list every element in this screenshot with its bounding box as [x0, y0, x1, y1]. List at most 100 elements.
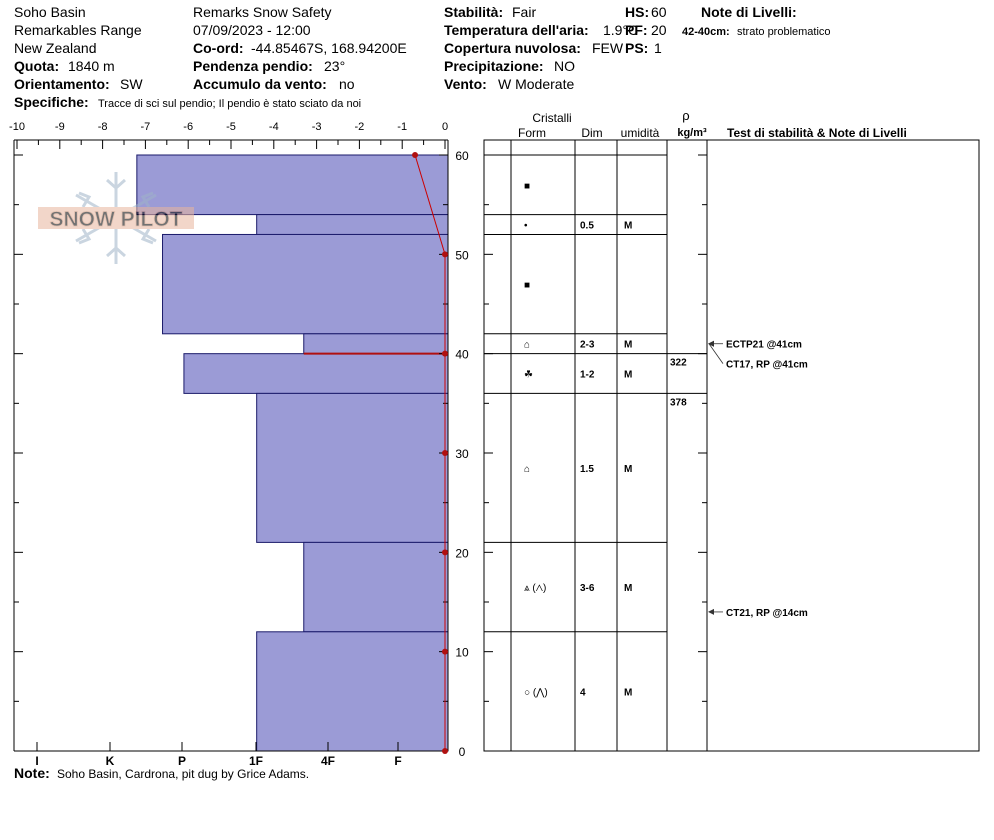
hardness-bar: [303, 333, 449, 355]
air-temp-label: Temperatura dell'aria:: [444, 22, 589, 38]
tests-header: Test di stabilità & Note di Livelli: [727, 126, 907, 140]
stability-test-label: ECTP21 @41cm: [726, 340, 802, 351]
top-axis-tick-label: 0: [442, 121, 448, 133]
top-axis-tick-label: -2: [355, 121, 365, 133]
hardness-bar: [256, 631, 449, 752]
crystal-form: ■: [524, 280, 530, 291]
top-axis-tick-label: -5: [226, 121, 236, 133]
crystal-form: ○ (⋀): [524, 687, 548, 698]
layer-note-range: 42-40cm:: [682, 26, 730, 38]
hs-value: 60: [651, 4, 667, 20]
crystals-header: Cristalli: [532, 111, 571, 125]
hs-label: HS:: [625, 4, 649, 20]
crystal-form: ⌂: [524, 340, 530, 351]
depth-tick-label: 20: [455, 546, 469, 560]
observer: Remarks Snow Safety: [193, 4, 332, 20]
crystal-form: ☘: [524, 370, 533, 381]
range: Remarkables Range: [14, 22, 142, 38]
moisture-value: M: [624, 221, 632, 232]
test-arrow-icon: [708, 340, 714, 347]
location: Soho Basin: [14, 4, 86, 20]
ps-label: PS:: [625, 40, 648, 56]
top-axis-tick-label: -8: [98, 121, 108, 133]
form-header: Form: [518, 126, 546, 140]
crystal-size: 4: [580, 687, 586, 698]
depth-tick-label: 50: [455, 248, 469, 262]
temperature-point: [442, 450, 448, 456]
depth-tick-label: 40: [455, 348, 469, 362]
hardness-tick-label: I: [35, 754, 38, 768]
stability-test-label: CT17, RP @41cm: [726, 360, 808, 371]
crystal-size: 3-6: [580, 583, 595, 594]
precip-label: Precipitazione:: [444, 58, 544, 74]
moisture-value: M: [624, 370, 632, 381]
pf-label: PF:: [625, 22, 648, 38]
depth-tick-label: 0: [459, 745, 466, 759]
top-axis-tick-label: -7: [141, 121, 151, 133]
crystal-size: 1.5: [580, 464, 594, 475]
sky-value: FEW: [592, 40, 624, 56]
test-pointer-line: [708, 343, 724, 364]
top-axis-ticks: -10 -9 -8 -7 -6 -5 -4 -3 -2 -1 0: [9, 121, 448, 149]
moisture-value: M: [624, 340, 632, 351]
rho-header: ρ: [682, 108, 689, 123]
coord-label: Co-ord:: [193, 40, 244, 56]
precip-value: NO: [554, 58, 575, 74]
sky-label: Copertura nuvolosa:: [444, 40, 581, 56]
top-axis-tick-label: -6: [183, 121, 193, 133]
hardness-bar: [256, 214, 449, 235]
top-axis-tick-label: -10: [9, 121, 25, 133]
crystal-size: 0.5: [580, 221, 594, 232]
top-axis-tick-label: -4: [269, 121, 279, 133]
crystal-form: ⩓ (⋀): [524, 583, 546, 594]
wind-loading-value: no: [339, 76, 355, 92]
snowpilot-watermark: SNOW PILOT: [38, 172, 194, 264]
header: Soho Basin Remarkables Range New Zealand…: [14, 4, 831, 110]
crystal-form: ■: [524, 181, 530, 192]
temperature-point: [442, 251, 448, 258]
air-temp-value: 1.9°C: [603, 22, 638, 38]
temperature-profile: [412, 152, 448, 754]
temperature-point: [442, 549, 448, 556]
pf-value: 20: [651, 22, 667, 38]
hardness-bar: [183, 353, 449, 394]
wind-loading-label: Accumulo da vento:: [193, 76, 327, 92]
note-value: Soho Basin, Cardrona, pit dug by Grice A…: [57, 767, 309, 781]
slope-value: 23°: [324, 58, 345, 74]
layer-notes-label: Note di Livelli:: [701, 4, 797, 20]
stability-test-label: CT21, RP @14cm: [726, 608, 808, 619]
depth-tick-label: 60: [455, 149, 469, 163]
watermark-text: SNOW PILOT: [50, 208, 183, 231]
hardness-tick-label: P: [178, 754, 186, 768]
test-arrow-icon: [708, 608, 714, 615]
depth-axis-ticks: 0 10 20 30 40 50 60: [14, 149, 707, 759]
density-labels: 322 378: [667, 353, 707, 408]
crystal-form: •: [524, 221, 528, 232]
note-label: Note:: [14, 765, 50, 781]
hardness-tick-label: F: [394, 754, 401, 768]
coord-value: -44.85467S, 168.94200E: [251, 40, 407, 56]
table-rows: ■ • 0.5 M ■ ⌂ 2-3 M ☘ 1-2 M ⌂ 1.5 M ⩓ (⋀) 3-6 M ○ (⋀) 4 M: [484, 154, 667, 698]
hardness-tick-label: 4F: [321, 754, 335, 768]
aspect-label: Orientamento:: [14, 76, 110, 92]
datetime: 07/09/2023 - 12:00: [193, 22, 311, 38]
quota-label: Quota:: [14, 58, 59, 74]
slope-label: Pendenza pendio:: [193, 58, 313, 74]
watermark-band: [38, 207, 194, 229]
moisture-value: M: [624, 464, 632, 475]
table-frame: [483, 139, 980, 752]
temperature-point: [442, 748, 448, 754]
stability-tests: ECTP21 @41cm CT17, RP @41cm CT21, RP @14cm: [708, 340, 808, 619]
density-unit-header: kg/m³: [677, 127, 707, 139]
quota-value: 1840 m: [68, 58, 115, 74]
wind-value: W Moderate: [498, 76, 574, 92]
moisture-header: umidità: [621, 126, 660, 140]
layers-table: Cristalli Form Dim umidità ρ kg/m³ Test …: [483, 108, 980, 752]
depth-tick-label: 30: [455, 447, 469, 461]
hardness-bars: [136, 154, 449, 752]
hardness-bar: [256, 392, 449, 543]
layer-note-text: strato problematico: [737, 26, 831, 38]
moisture-value: M: [624, 583, 632, 594]
moisture-value: M: [624, 687, 632, 698]
